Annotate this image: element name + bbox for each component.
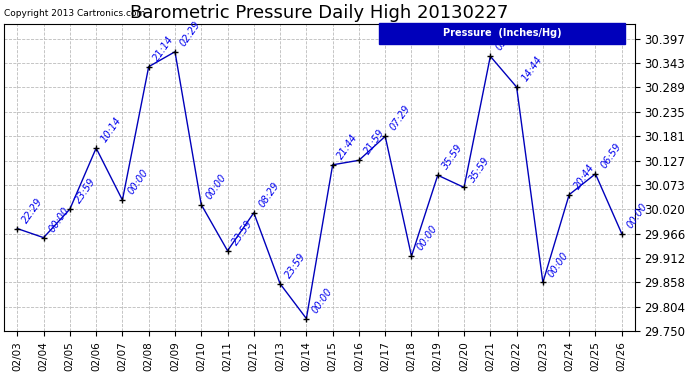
Text: 14:44: 14:44 — [520, 54, 544, 83]
Text: 22:29: 22:29 — [21, 196, 45, 225]
Text: 20:44: 20:44 — [572, 162, 597, 191]
Text: 35:59: 35:59 — [441, 142, 465, 171]
Text: 06:59: 06:59 — [599, 141, 623, 170]
Text: 00:00: 00:00 — [126, 168, 150, 196]
Text: 00:00: 00:00 — [204, 172, 229, 201]
Text: 02:29: 02:29 — [178, 19, 203, 48]
Text: 23:59: 23:59 — [230, 218, 255, 247]
Text: 21:14: 21:14 — [152, 34, 176, 63]
Text: 00:00: 00:00 — [310, 286, 334, 315]
Text: 10:14: 10:14 — [99, 116, 124, 144]
Text: 35:59: 35:59 — [467, 155, 491, 184]
Text: 00:00: 00:00 — [625, 201, 649, 230]
Text: 00:00: 00:00 — [415, 224, 439, 252]
Text: Pressure  (Inches/Hg): Pressure (Inches/Hg) — [443, 28, 562, 38]
FancyBboxPatch shape — [380, 23, 625, 44]
Title: Barometric Pressure Daily High 20130227: Barometric Pressure Daily High 20130227 — [130, 4, 509, 22]
Text: 07:29: 07:29 — [388, 104, 413, 133]
Text: Copyright 2013 Cartronics.com: Copyright 2013 Cartronics.com — [4, 9, 146, 18]
Text: 00:00: 00:00 — [47, 205, 71, 234]
Text: 00:00: 00:00 — [546, 250, 571, 279]
Text: 08:29: 08:29 — [257, 180, 282, 209]
Text: 21:44: 21:44 — [336, 132, 360, 161]
Text: 23:59: 23:59 — [73, 177, 97, 206]
Text: 23:59: 23:59 — [284, 251, 308, 280]
Text: 05:17: 05:17 — [493, 24, 518, 52]
Text: 21:59: 21:59 — [362, 128, 386, 157]
